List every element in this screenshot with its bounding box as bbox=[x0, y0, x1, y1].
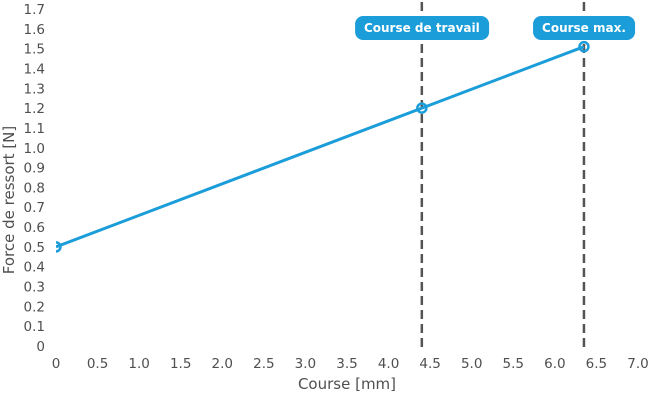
y-tick-label: 1.0 bbox=[24, 141, 45, 157]
annotation-lines-layer bbox=[420, 2, 586, 352]
data-point-marker bbox=[56, 241, 62, 253]
y-tick-label: 0.3 bbox=[24, 280, 45, 296]
x-tick-label: 2.5 bbox=[253, 356, 274, 372]
series-layer bbox=[56, 40, 590, 253]
x-axis-title: Course [mm] bbox=[298, 375, 396, 393]
x-tick-label: 0.5 bbox=[87, 356, 108, 372]
y-tick-label: 0.2 bbox=[24, 299, 45, 315]
y-tick-label: 0.6 bbox=[24, 220, 45, 236]
y-tick-label: 1.7 bbox=[24, 2, 45, 18]
data-point-marker bbox=[578, 40, 590, 53]
y-tick-label: 1.4 bbox=[24, 61, 45, 77]
x-tick-label: 6.0 bbox=[544, 356, 565, 372]
data-point-marker bbox=[416, 102, 428, 114]
y-tick-label: 1.2 bbox=[24, 101, 45, 117]
x-tick-label: 2.0 bbox=[212, 356, 233, 372]
y-tick-label: 0.9 bbox=[24, 161, 45, 177]
x-tick-label: 6.5 bbox=[586, 356, 607, 372]
y-tick-label: 1.6 bbox=[24, 22, 45, 38]
y-tick-label: 0.7 bbox=[24, 200, 45, 216]
annotation-badge-course-de-travail: Course de travail bbox=[354, 16, 489, 40]
x-tick-label: 3.0 bbox=[295, 356, 316, 372]
y-axis-ticks: 0 0.1 0.2 0.3 0.4 0.5 0.6 0.7 0.8 0.9 1.0 1.1 1.2 1.3… bbox=[24, 2, 45, 355]
y-tick-label: 1.3 bbox=[24, 81, 45, 97]
x-tick-label: 5.5 bbox=[503, 356, 524, 372]
x-tick-label: 3.5 bbox=[336, 356, 357, 372]
y-tick-label: 0.1 bbox=[24, 319, 45, 335]
y-tick-label: 0.5 bbox=[24, 240, 45, 256]
y-tick-label: 1.5 bbox=[24, 42, 45, 58]
y-tick-label: 0.4 bbox=[24, 260, 45, 276]
y-tick-label: 0 bbox=[36, 339, 45, 355]
x-tick-label: 0 bbox=[52, 356, 61, 372]
x-tick-label: 5.0 bbox=[461, 356, 482, 372]
x-tick-label: 1.5 bbox=[170, 356, 191, 372]
x-tick-label: 4.5 bbox=[419, 356, 440, 372]
x-tick-label: 1.0 bbox=[128, 356, 149, 372]
y-tick-label: 0.8 bbox=[24, 180, 45, 196]
x-tick-label: 7.0 bbox=[627, 356, 648, 372]
x-tick-label: 4.0 bbox=[378, 356, 399, 372]
y-tick-label: 1.1 bbox=[24, 121, 45, 137]
annotation-badge-course-max: Course max. bbox=[533, 16, 635, 40]
spring-force-line bbox=[56, 45, 585, 249]
x-axis-ticks: 0 0.5 1.0 1.5 2.0 2.5 3.0 3.5 4.0 4.5 5.0 5.5 6.0 6.5… bbox=[52, 356, 649, 372]
y-axis-title: Force de ressort [N] bbox=[0, 126, 18, 274]
